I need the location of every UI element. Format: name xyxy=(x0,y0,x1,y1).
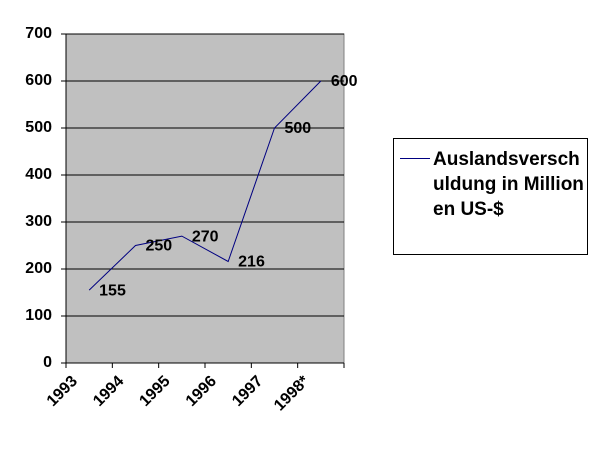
data-label: 600 xyxy=(331,73,358,90)
x-tick-label: 1997 xyxy=(229,373,266,410)
legend-label: Auslandsverschuldung in Millionen US-$ xyxy=(433,149,584,220)
x-tick-label: 1998* xyxy=(271,372,313,414)
y-tick-label: 700 xyxy=(25,25,52,42)
y-tick-label: 100 xyxy=(25,307,52,324)
y-tick-label: 300 xyxy=(25,213,52,230)
data-label: 500 xyxy=(285,120,312,137)
y-tick-label: 600 xyxy=(25,72,52,89)
y-tick-label: 0 xyxy=(43,354,52,371)
y-tick-label: 500 xyxy=(25,119,52,136)
x-tick-label: 1996 xyxy=(183,373,220,410)
data-label: 250 xyxy=(146,238,173,255)
data-label: 270 xyxy=(192,228,219,245)
y-tick-label: 200 xyxy=(25,260,52,277)
data-label: 155 xyxy=(99,282,126,299)
series-line xyxy=(88,80,322,291)
data-label: 216 xyxy=(238,254,265,271)
legend-swatch xyxy=(400,158,430,159)
legend: Auslandsverschuldung in Millionen US-$ xyxy=(393,138,588,255)
y-tick-label: 400 xyxy=(25,166,52,183)
x-tick-label: 1993 xyxy=(44,373,81,410)
plot-area xyxy=(65,33,345,364)
x-tick-label: 1995 xyxy=(136,373,173,410)
x-tick-label: 1994 xyxy=(90,373,127,410)
